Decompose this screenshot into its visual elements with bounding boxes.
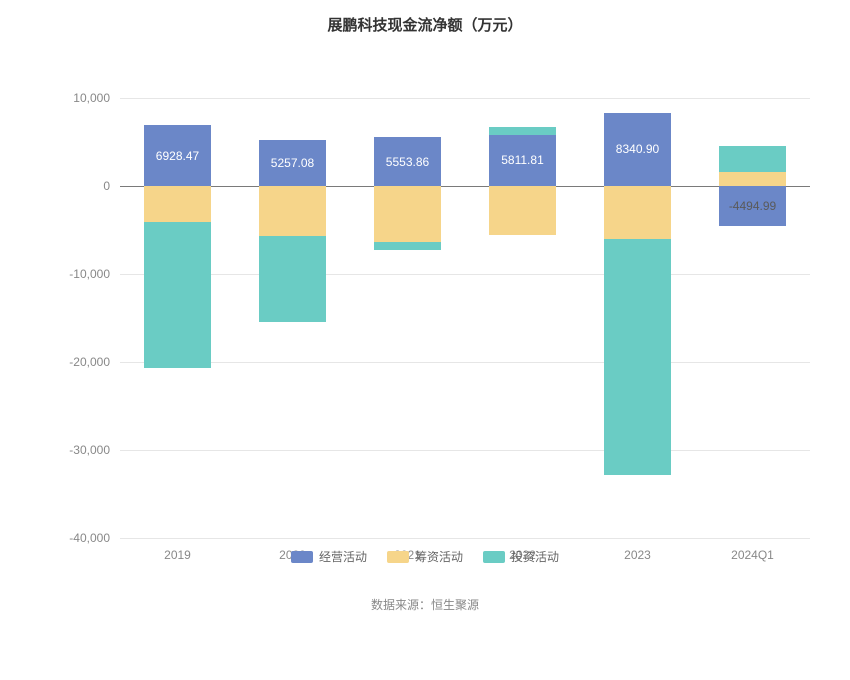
legend-item-operating[interactable]: 经营活动 xyxy=(291,548,367,565)
y-tick-label: -30,000 xyxy=(69,443,120,457)
chart-container: 10,0000-10,000-20,000-30,000-40,00020192… xyxy=(0,43,850,680)
bar-segment-investing xyxy=(604,239,671,475)
bar-value-label: 5257.08 xyxy=(271,156,314,170)
legend-label: 筹资活动 xyxy=(415,548,463,565)
bar-segment-financing xyxy=(719,172,786,186)
bar-segment-financing xyxy=(374,186,441,242)
data-source: 数据来源：恒生聚源 xyxy=(0,596,850,613)
gridline xyxy=(120,274,810,275)
bar-segment-financing xyxy=(604,186,671,239)
gridline xyxy=(120,362,810,363)
bar-value-label: 8340.90 xyxy=(616,142,659,156)
y-tick-label: 10,000 xyxy=(73,91,120,105)
bar-value-label: -4494.99 xyxy=(729,199,776,213)
legend-item-financing[interactable]: 筹资活动 xyxy=(387,548,463,565)
bar-segment-investing xyxy=(374,242,441,250)
bar-segment-financing xyxy=(259,186,326,236)
legend-label: 经营活动 xyxy=(319,548,367,565)
bar-segment-investing xyxy=(489,127,556,135)
bar-value-label: 5553.86 xyxy=(386,155,429,169)
y-tick-label: -10,000 xyxy=(69,267,120,281)
plot-area: 10,0000-10,000-20,000-30,000-40,00020192… xyxy=(120,98,810,538)
bar-segment-investing xyxy=(259,236,326,322)
gridline xyxy=(120,450,810,451)
legend-swatch-operating xyxy=(291,551,313,563)
y-tick-label: -40,000 xyxy=(69,531,120,545)
legend-swatch-financing xyxy=(387,551,409,563)
zero-line xyxy=(120,186,810,187)
bar-segment-financing xyxy=(489,186,556,235)
legend: 经营活动 筹资活动 投资活动 xyxy=(0,548,850,566)
bar-value-label: 6928.47 xyxy=(156,149,199,163)
legend-label: 投资活动 xyxy=(511,548,559,565)
bar-segment-investing xyxy=(719,146,786,172)
legend-swatch-investing xyxy=(483,551,505,563)
chart-title: 展鹏科技现金流净额（万元） xyxy=(0,0,850,43)
legend-item-investing[interactable]: 投资活动 xyxy=(483,548,559,565)
bar-value-label: 5811.81 xyxy=(501,153,544,167)
gridline xyxy=(120,538,810,539)
y-tick-label: 0 xyxy=(103,179,120,193)
bar-segment-investing xyxy=(144,222,211,368)
y-tick-label: -20,000 xyxy=(69,355,120,369)
gridline xyxy=(120,98,810,99)
bar-segment-financing xyxy=(144,186,211,222)
